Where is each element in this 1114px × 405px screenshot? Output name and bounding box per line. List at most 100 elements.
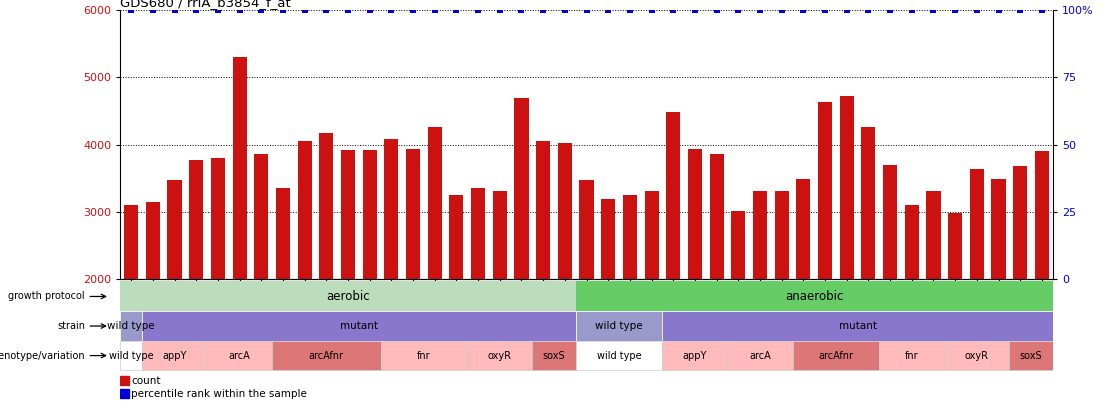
Bar <box>120 281 576 311</box>
Bar <box>687 149 702 405</box>
Bar <box>905 205 919 405</box>
Bar <box>861 127 876 405</box>
Text: appY: appY <box>163 351 187 360</box>
Bar <box>666 113 681 405</box>
Bar <box>991 179 1006 405</box>
Bar <box>189 160 203 405</box>
Point <box>838 7 856 13</box>
Bar <box>883 165 897 405</box>
Point <box>512 7 530 13</box>
Point <box>491 7 509 13</box>
Bar <box>167 180 182 405</box>
Text: soxS: soxS <box>543 351 565 360</box>
Text: GDS680 / rrlA_b3854_f_at: GDS680 / rrlA_b3854_f_at <box>120 0 291 9</box>
Text: soxS: soxS <box>1019 351 1043 360</box>
Bar <box>753 191 768 405</box>
Text: fnr: fnr <box>905 351 919 360</box>
Point <box>925 7 942 13</box>
Point <box>577 7 595 13</box>
Bar <box>272 341 381 370</box>
Bar <box>141 341 207 370</box>
Bar <box>663 341 727 370</box>
Bar <box>141 311 576 341</box>
Text: wild type: wild type <box>597 351 642 360</box>
Bar <box>602 198 615 405</box>
Point <box>187 7 205 13</box>
Point <box>231 7 248 13</box>
Bar <box>536 141 550 405</box>
Text: strain: strain <box>57 321 85 331</box>
Bar <box>363 149 377 405</box>
Bar <box>341 149 355 405</box>
Point <box>295 7 313 13</box>
Point <box>426 7 443 13</box>
Point <box>751 7 769 13</box>
Text: growth protocol: growth protocol <box>9 292 85 301</box>
Bar <box>970 169 984 405</box>
Point <box>274 7 292 13</box>
Bar <box>579 180 594 405</box>
Bar <box>663 311 1053 341</box>
Bar <box>320 133 333 405</box>
Point <box>404 7 422 13</box>
Point <box>643 7 661 13</box>
Bar <box>467 341 532 370</box>
Text: arcAfnr: arcAfnr <box>309 351 344 360</box>
Bar <box>576 341 663 370</box>
Bar <box>797 179 810 405</box>
Bar <box>120 311 141 341</box>
Bar <box>818 102 832 405</box>
Bar <box>381 341 467 370</box>
Point <box>968 7 986 13</box>
Text: wild type: wild type <box>595 321 643 331</box>
Point <box>317 7 335 13</box>
Text: oxyR: oxyR <box>488 351 511 360</box>
Bar <box>710 153 724 405</box>
Bar <box>211 158 225 405</box>
Text: aerobic: aerobic <box>326 290 370 303</box>
Point <box>620 7 638 13</box>
Bar <box>774 191 789 405</box>
Bar <box>233 57 246 405</box>
Point <box>361 7 379 13</box>
Point <box>686 7 704 13</box>
Text: percentile rank within the sample: percentile rank within the sample <box>131 389 307 399</box>
Point <box>730 7 747 13</box>
Point <box>469 7 487 13</box>
Text: count: count <box>131 375 160 386</box>
Bar <box>515 98 528 405</box>
Point <box>339 7 356 13</box>
Text: wild type: wild type <box>107 321 155 331</box>
Point <box>535 7 553 13</box>
Text: genotype/variation: genotype/variation <box>0 351 85 360</box>
Text: arcAfnr: arcAfnr <box>819 351 853 360</box>
Bar <box>840 96 853 405</box>
Bar <box>471 188 486 405</box>
Bar <box>428 127 442 405</box>
Bar <box>1009 341 1053 370</box>
Bar <box>146 202 160 405</box>
Text: arcA: arcA <box>228 351 251 360</box>
Bar <box>120 389 129 398</box>
Bar <box>120 376 129 385</box>
Point <box>881 7 899 13</box>
Bar <box>532 341 576 370</box>
Point <box>989 7 1007 13</box>
Point <box>946 7 964 13</box>
Bar <box>384 139 399 405</box>
Point <box>144 7 162 13</box>
Bar <box>449 195 463 405</box>
Point <box>1012 7 1029 13</box>
Bar <box>1013 166 1027 405</box>
Point <box>382 7 400 13</box>
Text: mutant: mutant <box>839 321 877 331</box>
Point <box>707 7 725 13</box>
Bar <box>276 188 290 405</box>
Point <box>209 7 227 13</box>
Point <box>664 7 682 13</box>
Point <box>253 7 271 13</box>
Text: anaerobic: anaerobic <box>785 290 843 303</box>
Bar <box>879 341 945 370</box>
Bar <box>927 191 940 405</box>
Bar <box>727 341 792 370</box>
